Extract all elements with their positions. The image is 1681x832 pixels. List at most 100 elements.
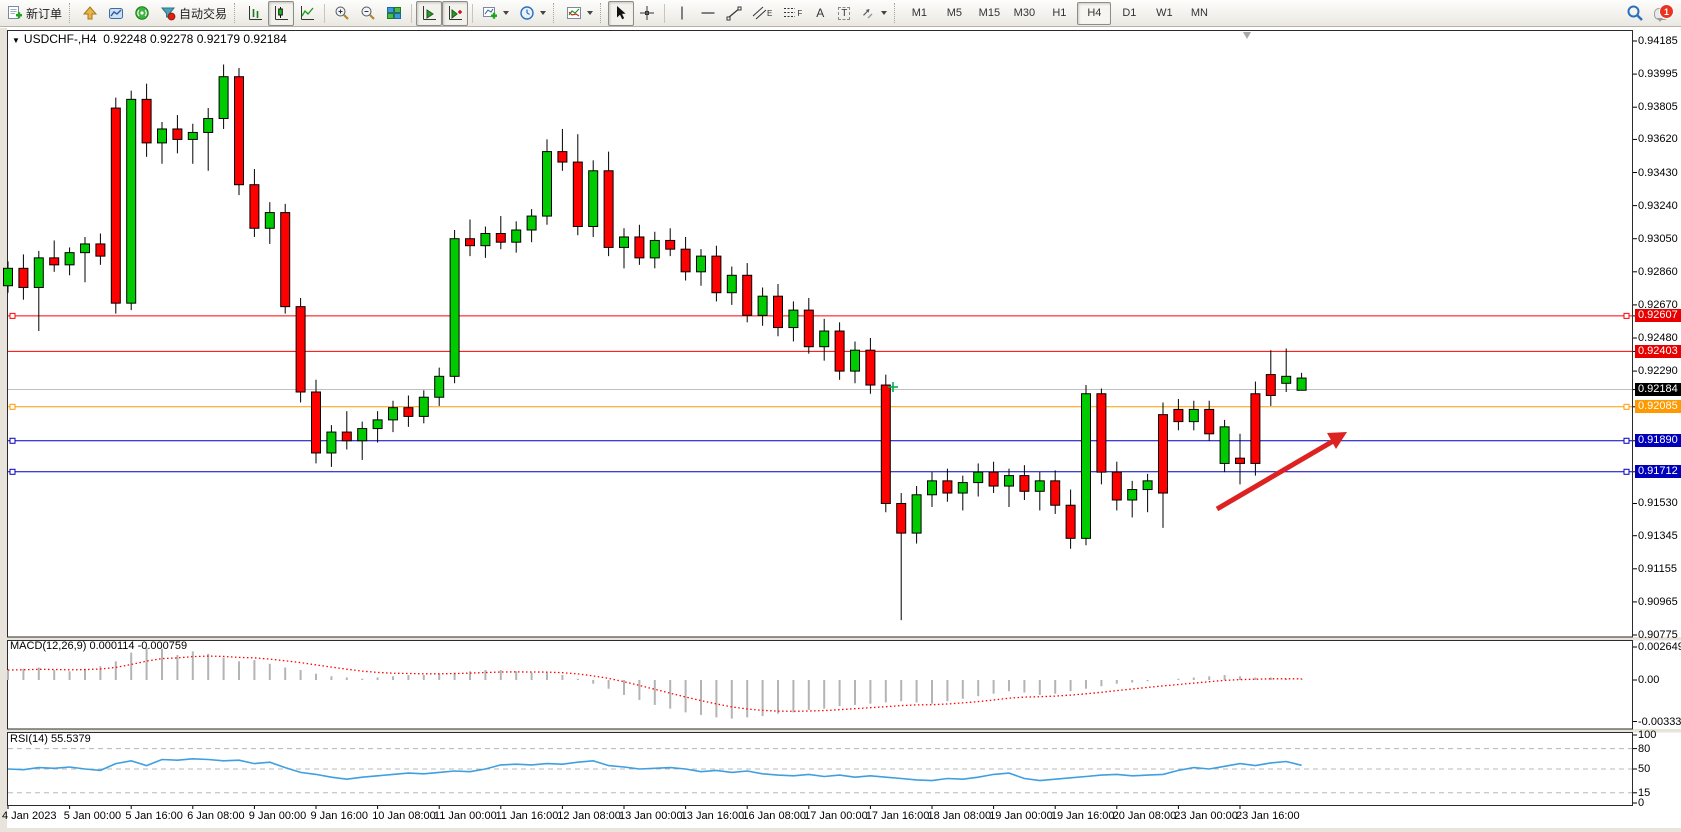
line-chart-button[interactable] — [294, 1, 320, 26]
candle-body[interactable] — [1296, 377, 1307, 391]
candle-body[interactable] — [1096, 393, 1107, 473]
trendline-tool-button[interactable] — [721, 1, 747, 26]
candle-body[interactable] — [649, 239, 660, 259]
search-button[interactable] — [1621, 1, 1649, 26]
candle-body[interactable] — [495, 232, 506, 243]
candle-body[interactable] — [418, 396, 429, 417]
candle-body[interactable] — [819, 330, 830, 348]
candle-body[interactable] — [973, 471, 984, 484]
new-order-button[interactable]: 新订单 — [2, 1, 67, 26]
periods-button[interactable] — [514, 1, 551, 26]
candle-body[interactable] — [665, 239, 676, 250]
line-handle[interactable] — [1623, 437, 1630, 444]
candle-body[interactable] — [465, 238, 475, 247]
candlestick-button[interactable] — [268, 0, 295, 26]
line-handle[interactable] — [1623, 312, 1630, 319]
signals-button[interactable] — [129, 1, 155, 26]
candle-body[interactable] — [3, 267, 13, 287]
candle-body[interactable] — [1265, 374, 1276, 396]
timeframe-button-H4[interactable]: H4 — [1077, 1, 1112, 25]
candle-body[interactable] — [157, 128, 167, 144]
candle-body[interactable] — [1019, 475, 1030, 492]
line-handle[interactable] — [1623, 468, 1630, 475]
candle-body[interactable] — [434, 375, 445, 398]
tile-windows-button[interactable] — [381, 1, 407, 26]
candle-body[interactable] — [280, 212, 291, 308]
candle-body[interactable] — [865, 349, 876, 386]
candle-body[interactable] — [1204, 408, 1215, 435]
line-handle[interactable] — [9, 403, 16, 410]
candle-body[interactable] — [341, 431, 352, 442]
candle-body[interactable] — [988, 471, 999, 487]
candle-body[interactable] — [218, 76, 229, 120]
candle-body[interactable] — [927, 480, 937, 496]
timeframe-button-MN[interactable]: MN — [1190, 7, 1208, 19]
candle-body[interactable] — [203, 118, 214, 133]
trend-arrow[interactable] — [1215, 437, 1337, 512]
candle-body[interactable] — [264, 212, 275, 229]
notifications-button[interactable]: 1 — [1649, 1, 1679, 26]
line-handle[interactable] — [9, 437, 16, 444]
candle-body[interactable] — [1111, 471, 1122, 501]
candle-body[interactable] — [372, 419, 383, 430]
candle-body[interactable] — [634, 236, 645, 259]
candle-body[interactable] — [449, 238, 460, 377]
crosshair-tool-button[interactable] — [634, 1, 660, 26]
candle-body[interactable] — [1050, 480, 1061, 506]
candle-body[interactable] — [1142, 480, 1153, 491]
candle-body[interactable] — [603, 170, 614, 248]
candle-body[interactable] — [234, 76, 244, 186]
candle-body[interactable] — [110, 107, 121, 304]
candle-body[interactable] — [803, 309, 814, 348]
candle-body[interactable] — [850, 349, 860, 372]
chart-shift-button[interactable] — [442, 0, 469, 26]
candle-body[interactable] — [726, 274, 737, 294]
auto-scroll-button[interactable] — [416, 0, 443, 26]
candle-body[interactable] — [1127, 489, 1138, 501]
candle-body[interactable] — [557, 151, 568, 163]
candle-body[interactable] — [326, 431, 337, 454]
candle-body[interactable] — [95, 243, 106, 257]
candle-body[interactable] — [403, 407, 414, 417]
candle-body[interactable] — [49, 257, 60, 266]
candle-body[interactable] — [388, 407, 398, 421]
candle-body[interactable] — [64, 252, 75, 266]
line-handle[interactable] — [1623, 403, 1630, 410]
candle-body[interactable] — [788, 309, 799, 329]
candle-body[interactable] — [295, 306, 306, 393]
symbol-dropdown-icon[interactable]: ▼ — [12, 36, 20, 45]
timeframe-button-M5[interactable]: M5 — [946, 7, 963, 19]
candle-body[interactable] — [511, 229, 522, 243]
candle-body[interactable] — [834, 330, 845, 372]
arrows-tool-button[interactable] — [855, 1, 892, 26]
market-watch-button[interactable] — [77, 1, 103, 26]
candle-body[interactable] — [80, 243, 90, 254]
candle-body[interactable] — [1004, 475, 1014, 487]
candle-body[interactable] — [126, 98, 137, 304]
navigator-button[interactable] — [103, 1, 129, 26]
candle-body[interactable] — [896, 502, 907, 534]
candle-body[interactable] — [357, 428, 368, 442]
candle-body[interactable] — [711, 255, 722, 294]
timeframe-button-W1[interactable]: W1 — [1156, 7, 1173, 19]
candle-body[interactable] — [742, 274, 753, 316]
candle-body[interactable] — [619, 236, 629, 248]
line-handle[interactable] — [9, 468, 16, 475]
candle-body[interactable] — [942, 480, 953, 494]
candle-body[interactable] — [773, 295, 783, 329]
candle-body[interactable] — [311, 391, 321, 454]
channel-tool-button[interactable]: E — [747, 1, 777, 26]
candle-body[interactable] — [1081, 393, 1091, 539]
candle-body[interactable] — [249, 184, 260, 229]
candle-body[interactable] — [572, 161, 583, 228]
candle-body[interactable] — [18, 267, 29, 288]
candle-body[interactable] — [1173, 408, 1184, 423]
candle-body[interactable] — [1188, 408, 1199, 423]
candle-body[interactable] — [1235, 457, 1245, 464]
candle-body[interactable] — [1219, 426, 1230, 464]
candle-body[interactable] — [187, 131, 198, 140]
autotrade-button[interactable]: 自动交易 — [155, 1, 232, 26]
vertical-line-tool-button[interactable] — [669, 1, 695, 26]
candle-body[interactable] — [542, 151, 552, 217]
